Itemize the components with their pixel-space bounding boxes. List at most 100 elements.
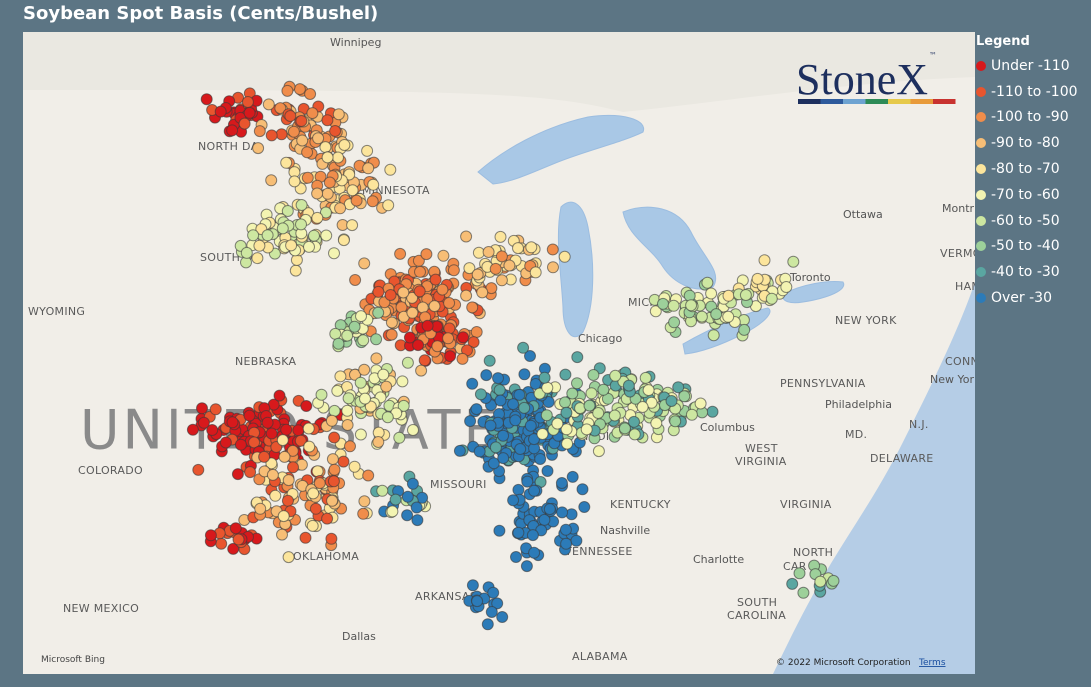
- location-point[interactable]: [597, 383, 610, 396]
- location-point[interactable]: [262, 98, 275, 111]
- location-point[interactable]: [517, 341, 530, 354]
- location-point[interactable]: [561, 437, 574, 450]
- location-point[interactable]: [416, 301, 429, 314]
- location-point[interactable]: [556, 506, 569, 519]
- location-point[interactable]: [274, 102, 287, 115]
- location-point[interactable]: [406, 306, 419, 319]
- location-point[interactable]: [280, 156, 293, 169]
- location-point[interactable]: [301, 146, 314, 159]
- location-point[interactable]: [386, 505, 399, 518]
- location-point[interactable]: [326, 453, 339, 466]
- location-point[interactable]: [503, 259, 516, 272]
- location-point[interactable]: [265, 174, 278, 187]
- location-point[interactable]: [349, 274, 362, 286]
- location-point[interactable]: [536, 428, 549, 440]
- location-point[interactable]: [657, 297, 669, 310]
- location-point[interactable]: [372, 285, 385, 298]
- location-point[interactable]: [566, 387, 579, 400]
- location-point[interactable]: [487, 457, 500, 470]
- location-point[interactable]: [326, 494, 339, 507]
- location-point[interactable]: [473, 445, 486, 458]
- location-point[interactable]: [592, 445, 605, 458]
- location-point[interactable]: [328, 247, 340, 260]
- location-point[interactable]: [277, 510, 290, 523]
- location-point[interactable]: [337, 234, 350, 247]
- location-point[interactable]: [292, 424, 305, 437]
- location-point[interactable]: [480, 369, 493, 382]
- location-point[interactable]: [265, 427, 278, 440]
- location-point[interactable]: [355, 310, 367, 323]
- location-point[interactable]: [325, 414, 338, 427]
- location-point[interactable]: [420, 248, 433, 261]
- location-point[interactable]: [227, 542, 240, 555]
- location-point[interactable]: [301, 171, 314, 184]
- location-point[interactable]: [491, 597, 504, 610]
- location-point[interactable]: [551, 417, 564, 430]
- location-point[interactable]: [234, 438, 247, 451]
- location-point[interactable]: [341, 329, 354, 342]
- location-point[interactable]: [389, 493, 402, 506]
- location-point[interactable]: [707, 329, 720, 342]
- location-point[interactable]: [570, 534, 583, 547]
- location-point[interactable]: [319, 141, 332, 154]
- location-point[interactable]: [541, 465, 554, 477]
- location-point[interactable]: [350, 194, 363, 207]
- location-point[interactable]: [401, 356, 414, 369]
- location-point[interactable]: [328, 463, 341, 476]
- location-point[interactable]: [281, 205, 294, 217]
- location-point[interactable]: [341, 419, 354, 431]
- location-point[interactable]: [418, 354, 431, 367]
- location-point[interactable]: [510, 551, 522, 563]
- location-point[interactable]: [437, 249, 450, 262]
- location-point[interactable]: [401, 490, 414, 503]
- location-point[interactable]: [559, 523, 572, 536]
- location-point[interactable]: [261, 416, 274, 429]
- location-point[interactable]: [286, 444, 299, 457]
- location-point[interactable]: [460, 230, 473, 243]
- location-point[interactable]: [518, 401, 531, 414]
- location-point[interactable]: [295, 199, 308, 211]
- location-point[interactable]: [560, 406, 573, 419]
- location-point[interactable]: [295, 115, 308, 127]
- location-point[interactable]: [494, 394, 507, 407]
- location-point[interactable]: [514, 443, 527, 455]
- location-point[interactable]: [665, 395, 678, 407]
- location-point[interactable]: [485, 606, 498, 618]
- location-point[interactable]: [337, 455, 350, 468]
- location-point[interactable]: [381, 411, 394, 424]
- location-point[interactable]: [293, 83, 306, 96]
- location-point[interactable]: [357, 507, 370, 520]
- location-point[interactable]: [496, 611, 509, 623]
- location-point[interactable]: [295, 218, 307, 231]
- location-point[interactable]: [311, 465, 324, 478]
- location-point[interactable]: [358, 495, 371, 508]
- location-point[interactable]: [442, 332, 455, 345]
- location-point[interactable]: [521, 475, 534, 488]
- location-point[interactable]: [705, 287, 718, 300]
- location-point[interactable]: [495, 274, 508, 287]
- location-point[interactable]: [382, 199, 395, 212]
- location-point[interactable]: [497, 452, 510, 465]
- location-point[interactable]: [243, 106, 256, 119]
- location-point[interactable]: [585, 387, 598, 400]
- location-point[interactable]: [200, 93, 213, 106]
- location-point[interactable]: [287, 125, 300, 138]
- location-point[interactable]: [466, 579, 479, 592]
- location-point[interactable]: [672, 381, 685, 394]
- location-point[interactable]: [206, 424, 219, 436]
- location-point[interactable]: [229, 522, 242, 535]
- location-point[interactable]: [403, 331, 416, 344]
- location-point[interactable]: [311, 211, 324, 224]
- location-point[interactable]: [302, 422, 315, 435]
- location-point[interactable]: [609, 369, 622, 382]
- location-point[interactable]: [492, 372, 504, 385]
- location-point[interactable]: [321, 114, 334, 127]
- location-point[interactable]: [524, 419, 537, 432]
- location-point[interactable]: [576, 483, 589, 496]
- location-point[interactable]: [334, 202, 347, 215]
- location-point[interactable]: [306, 519, 319, 532]
- location-point[interactable]: [258, 450, 271, 463]
- location-point[interactable]: [407, 424, 419, 436]
- location-point[interactable]: [528, 484, 541, 497]
- location-point[interactable]: [566, 470, 579, 483]
